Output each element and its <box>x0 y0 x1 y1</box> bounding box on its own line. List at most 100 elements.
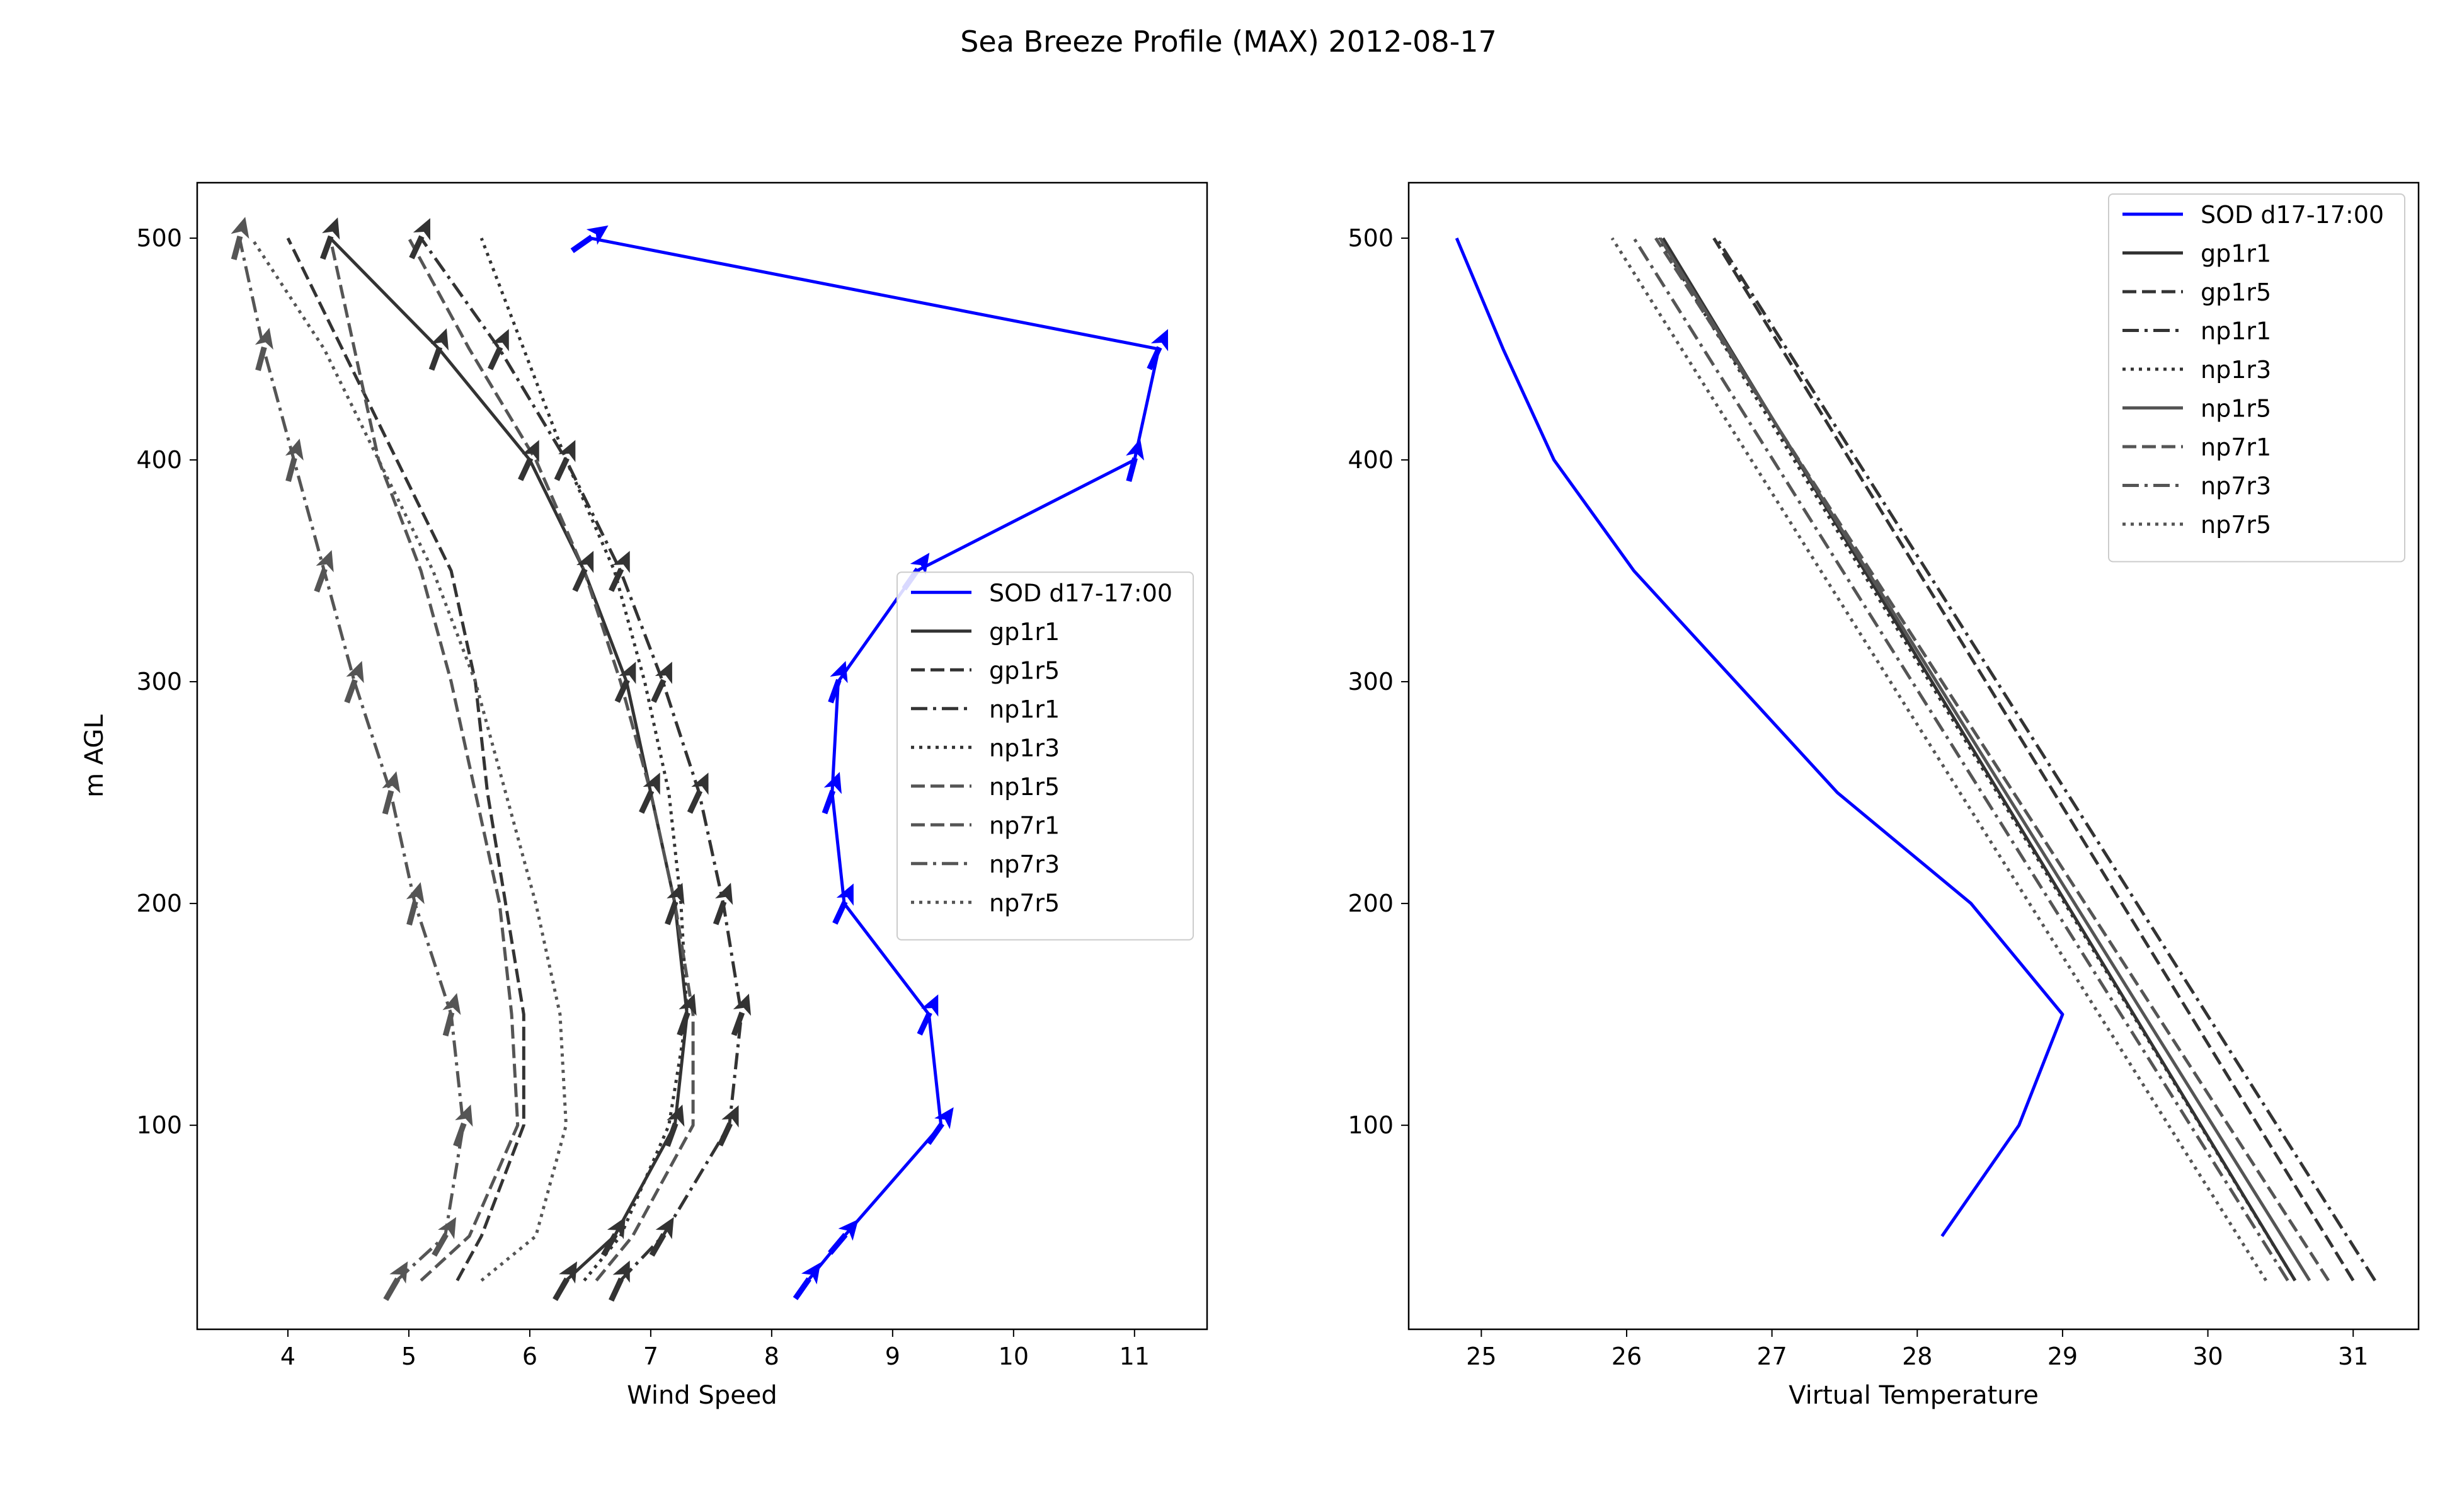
series-line-np1r1 <box>1715 237 2376 1281</box>
legend-entry: np7r5 <box>2201 511 2271 539</box>
x-tick-label: 9 <box>885 1343 900 1370</box>
wind-arrow <box>832 883 854 925</box>
y-axis-label: m AGL <box>80 714 109 797</box>
wind-arrow <box>488 329 509 370</box>
wind-arrow <box>432 1217 457 1257</box>
series-line-np1r3 <box>1657 237 2297 1281</box>
series-line-gp1r1 <box>329 237 689 1282</box>
wind-arrow <box>731 994 752 1036</box>
legend-entry: np7r1 <box>2201 433 2271 461</box>
legend-entry: np7r1 <box>989 811 1060 839</box>
wind-arrow <box>665 883 685 925</box>
wind-arrow <box>428 328 449 371</box>
series-line-np7r1 <box>328 238 520 1282</box>
x-tick-label: 31 <box>2338 1343 2368 1370</box>
wind-arrow <box>231 217 249 260</box>
wind-arrow <box>687 772 709 814</box>
y-tick-label: 100 <box>136 1111 182 1139</box>
x-tick-label: 11 <box>1120 1343 1150 1370</box>
figure-title: Sea Breeze Profile (MAX) 2012-08-17 <box>960 25 1497 59</box>
wind-arrow <box>570 225 609 253</box>
x-tick-label: 5 <box>401 1343 416 1370</box>
virtual-temperature-panel: 25 26 27 28 29 30 31 100 200 300 400 500 Virtual Tem… <box>1348 181 2420 1410</box>
y-tick-label: 500 <box>136 224 182 252</box>
legend-entry: np1r1 <box>989 696 1060 723</box>
legend-frame <box>896 571 1194 941</box>
legend: SOD d17-17:00 gp1r1 gp1r5 np1r1 np1r3 np1r5 np… <box>2108 193 2405 563</box>
y-tick-label: 200 <box>1348 890 1394 917</box>
wind-arrow <box>442 993 461 1037</box>
legend-entry: np7r5 <box>989 889 1060 917</box>
wind-arrow <box>553 1261 578 1302</box>
series-line-gp1r5 <box>286 237 525 1281</box>
legend-entry: gp1r1 <box>2201 240 2271 268</box>
wind-arrow <box>665 1104 685 1147</box>
y-tick-label: 300 <box>1348 668 1394 696</box>
wind-arrow <box>713 883 733 925</box>
wind-arrow <box>925 1107 954 1145</box>
x-tick-label: 27 <box>1756 1343 1787 1370</box>
axes-frame <box>196 181 1208 1331</box>
legend-entry: np1r5 <box>2201 395 2271 423</box>
legend-frame <box>2108 193 2405 563</box>
x-tick-label: 6 <box>522 1343 537 1370</box>
x-tick-label: 8 <box>764 1343 779 1370</box>
series-line-np7r5 <box>1610 237 2267 1281</box>
series-line-sod-d17-17-00 <box>1455 238 2065 1237</box>
series-line-np1r5 <box>1658 237 2311 1281</box>
legend-entry: np1r3 <box>989 734 1060 762</box>
wind-arrow <box>572 551 594 592</box>
legend-entry: gp1r1 <box>989 618 1060 646</box>
x-axis-label: Virtual Temperature <box>1789 1381 2039 1410</box>
wind-arrow <box>651 662 672 703</box>
x-tick-label: 30 <box>2192 1343 2223 1370</box>
wind-arrow <box>828 1219 859 1255</box>
series-line-np7r3 <box>238 238 465 1282</box>
legend-entry: np7r3 <box>2201 472 2271 500</box>
wind-arrow <box>917 994 939 1036</box>
wind-arrow <box>677 994 697 1036</box>
wind-arrow <box>319 217 340 260</box>
wind-arrow <box>285 438 304 483</box>
x-axis-label: Wind Speed <box>627 1381 777 1410</box>
series-line-np1r3 <box>479 238 689 1282</box>
x-tick-label: 10 <box>999 1343 1029 1370</box>
wind-arrow <box>717 1105 739 1147</box>
x-tick-label: 28 <box>1902 1343 1932 1370</box>
x-tick-label: 26 <box>1612 1343 1642 1370</box>
legend-entry: np1r1 <box>2201 318 2271 345</box>
wind-arrow <box>822 772 842 815</box>
legend-entry: gp1r5 <box>2201 278 2271 306</box>
series-line-np7r1 <box>1654 237 2330 1281</box>
wind-arrow <box>409 218 431 260</box>
wind-arrow <box>614 662 636 703</box>
y-tick-label: 400 <box>136 446 182 474</box>
wind-arrow <box>609 551 630 592</box>
wind-speed-panel: 4 5 6 7 8 9 10 11 100 200 300 400 500 Wind Speed m AGL… <box>80 181 1208 1410</box>
wind-arrow <box>406 882 425 926</box>
legend-entry: SOD d17-17:00 <box>989 579 1172 607</box>
legend-entry: np7r3 <box>989 850 1060 878</box>
legend-entry: np1r3 <box>2201 356 2271 384</box>
wind-arrow <box>639 772 660 814</box>
y-tick-label: 500 <box>1348 224 1394 252</box>
wind-arrow <box>255 328 273 371</box>
wind-arrow <box>1126 438 1145 483</box>
series-line-np7r5 <box>250 237 568 1282</box>
x-tick-label: 4 <box>280 1343 295 1370</box>
series-line-np7r3 <box>1632 237 2289 1281</box>
legend: SOD d17-17:00 gp1r1 gp1r5 np1r1 np1r3 np1r5 np… <box>896 571 1194 941</box>
legend-entry: SOD d17-17:00 <box>2201 201 2384 229</box>
legend-entry: gp1r5 <box>989 656 1060 684</box>
wind-arrow <box>1147 329 1169 370</box>
wind-arrow <box>383 1261 408 1302</box>
wind-arrow <box>554 440 576 481</box>
wind-arrow <box>649 1217 674 1257</box>
wind-arrow <box>453 1104 473 1147</box>
y-tick-label: 300 <box>136 668 182 696</box>
legend-entry: np1r5 <box>989 773 1060 801</box>
wind-arrow <box>600 1217 626 1257</box>
plot-area <box>231 217 1169 1302</box>
y-tick-label: 200 <box>136 890 182 917</box>
